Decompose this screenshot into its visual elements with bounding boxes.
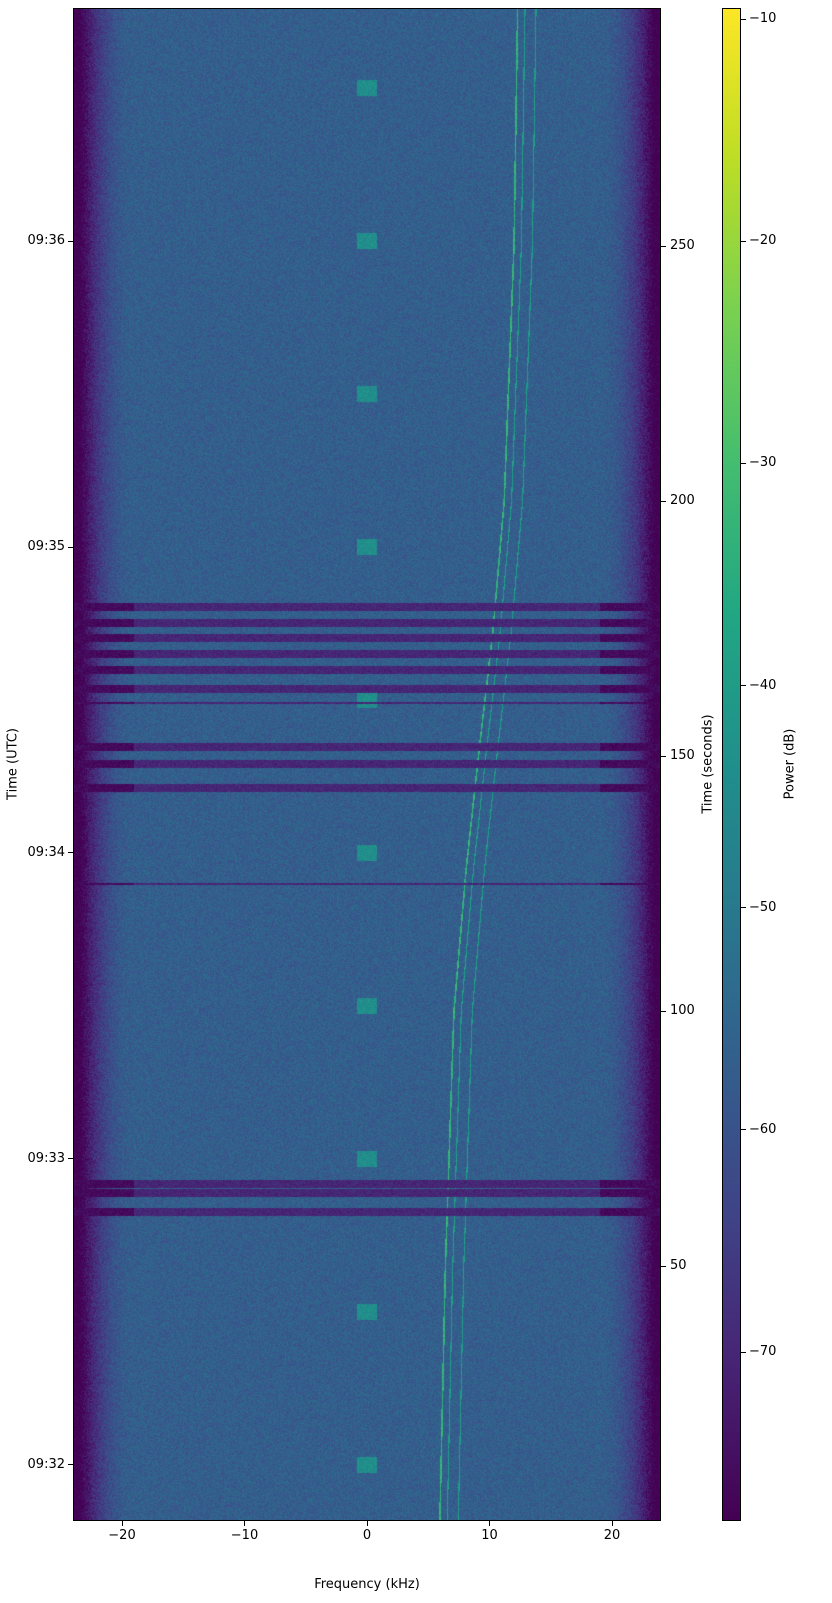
right-y-tick-label: 200 [670, 493, 695, 509]
x-tick-label: −10 [230, 1528, 259, 1543]
colorbar-tick [741, 685, 746, 687]
left-y-tick-label: 09:34 [27, 844, 65, 860]
x-tick-label: 0 [362, 1528, 372, 1543]
colorbar [722, 8, 741, 1521]
x-tick-label: 10 [481, 1528, 498, 1543]
x-tick [121, 1521, 123, 1526]
right-y-tick-label: 50 [670, 1258, 687, 1274]
right-y-tick-label: 250 [670, 238, 695, 254]
colorbar-label: Power (dB) [782, 728, 798, 800]
left-y-tick [68, 1464, 73, 1466]
left-y-tick-label: 09:33 [27, 1150, 65, 1166]
colorbar-tick-label: −40 [749, 677, 777, 693]
right-y-tick-label: 100 [670, 1003, 695, 1019]
left-y-tick [68, 240, 73, 242]
right-y-tick [661, 500, 666, 502]
colorbar-tick-label: −70 [749, 1344, 777, 1360]
left-y-tick [68, 1158, 73, 1160]
x-tick [489, 1521, 490, 1526]
x-tick [611, 1521, 613, 1526]
right-y-tick [661, 1010, 666, 1012]
right-y-tick-label: 150 [670, 748, 695, 764]
colorbar-tick-label: −10 [749, 11, 777, 27]
x-tick-label: −20 [108, 1528, 136, 1543]
left-y-tick-label: 09:35 [27, 539, 65, 554]
left-y-tick-label: 09:36 [27, 233, 65, 249]
right-y-tick [661, 755, 666, 757]
x-tick [244, 1521, 245, 1526]
colorbar-frame [722, 8, 741, 1521]
right-y-tick [661, 245, 666, 247]
colorbar-tick-label: −20 [749, 233, 777, 249]
x-axis-label: Frequency (kHz) [314, 1577, 420, 1592]
colorbar-tick-label: −50 [749, 899, 777, 915]
x-tick [366, 1521, 368, 1526]
colorbar-tick [741, 907, 746, 909]
colorbar-tick-label: −60 [749, 1121, 777, 1137]
colorbar-tick-label: −30 [749, 455, 777, 471]
colorbar-tick [741, 1351, 746, 1353]
colorbar-tick [741, 240, 746, 242]
colorbar-tick [741, 462, 746, 464]
left-y-tick-label: 09:32 [27, 1456, 65, 1472]
right-y-tick [661, 1265, 666, 1267]
right-y-axis-label: Time (seconds) [700, 714, 716, 814]
left-y-tick [68, 546, 73, 548]
spectrogram-image [73, 8, 661, 1521]
left-y-axis-label: Time (UTC) [5, 728, 21, 800]
colorbar-tick [741, 18, 746, 20]
left-y-tick [68, 852, 73, 854]
x-tick-label: 20 [603, 1528, 621, 1543]
plot-frame [73, 8, 661, 1521]
colorbar-tick [741, 1129, 746, 1131]
